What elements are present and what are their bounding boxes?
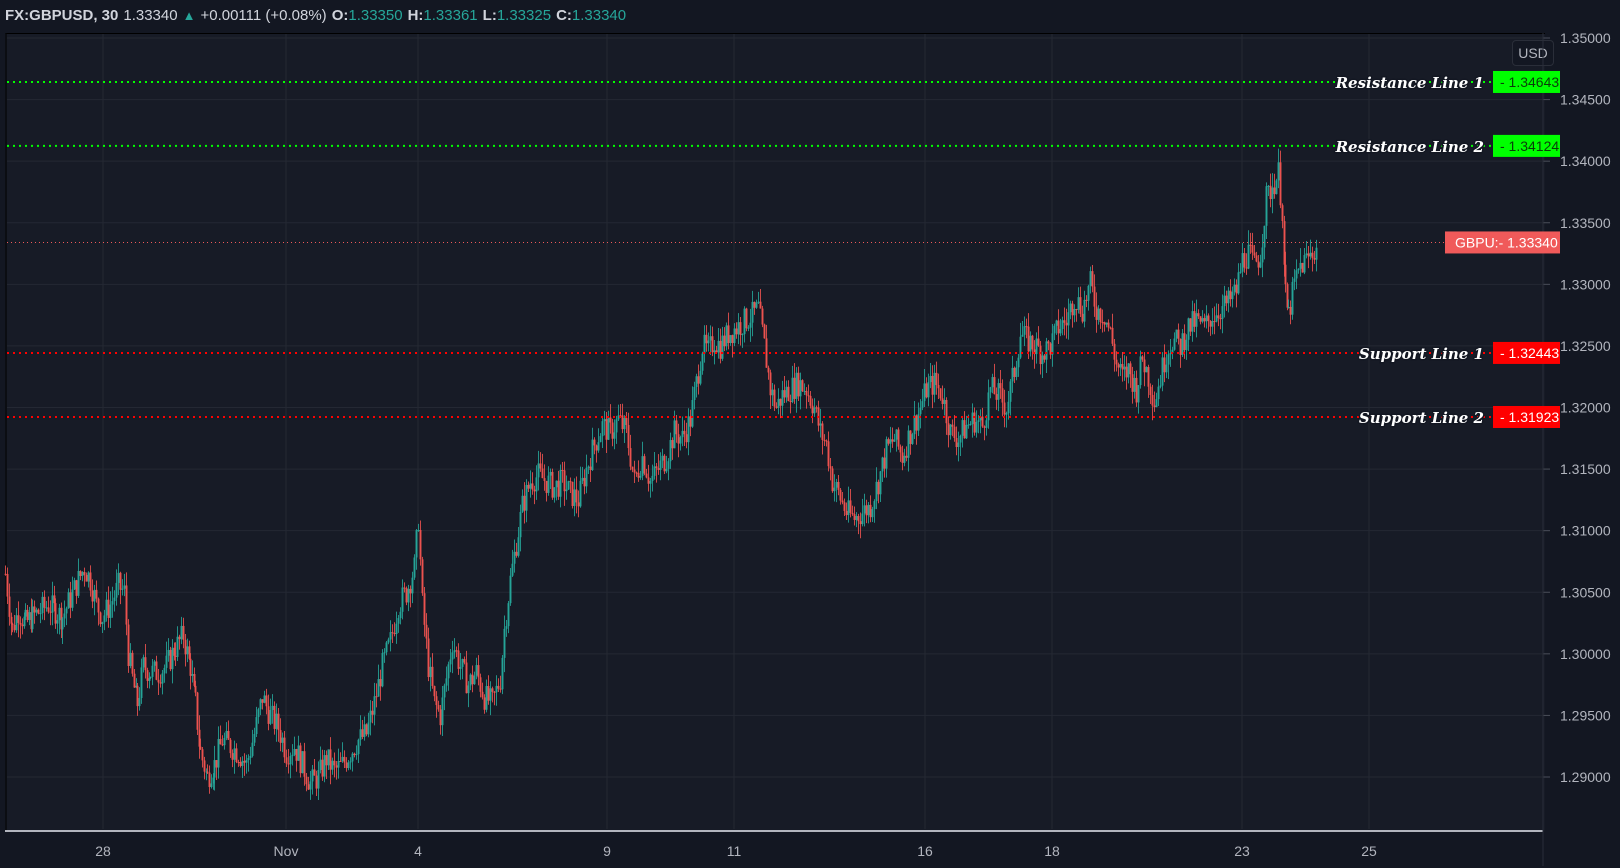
high-label: H: <box>407 6 424 24</box>
time-tick-label: 11 <box>726 843 742 859</box>
currency-button[interactable]: USD <box>1512 40 1554 66</box>
time-tick-label: 23 <box>1234 843 1250 859</box>
price-axis[interactable] <box>1545 33 1620 830</box>
up-triangle-icon: ▲ <box>182 7 196 23</box>
time-tick-label: 18 <box>1044 843 1060 859</box>
time-axis[interactable] <box>5 830 1543 868</box>
low-value: 1.33325 <box>496 6 552 24</box>
symbol-legend: FX:GBPUSD, 30 1.33340 ▲ +0.00111 (+0.08%… <box>5 4 626 26</box>
time-tick-label: Nov <box>273 843 299 859</box>
time-tick-label: 16 <box>917 843 933 859</box>
time-tick-label: 4 <box>414 843 422 859</box>
time-tick-label: 9 <box>603 843 611 859</box>
close-label: C: <box>556 6 572 24</box>
high-value: 1.33361 <box>423 6 478 24</box>
open-value: 1.33350 <box>348 6 403 24</box>
price-change: +0.00111 (+0.08%) <box>200 6 327 24</box>
time-tick-label: 25 <box>1361 843 1377 859</box>
symbol-title[interactable]: FX:GBPUSD, 30 <box>5 6 119 24</box>
close-value: 1.33340 <box>571 6 627 24</box>
chart-plot-area[interactable] <box>5 33 1545 831</box>
open-label: O: <box>331 6 349 24</box>
time-tick-label: 28 <box>95 843 111 859</box>
low-label: L: <box>482 6 497 24</box>
last-price: 1.33340 <box>123 6 178 24</box>
